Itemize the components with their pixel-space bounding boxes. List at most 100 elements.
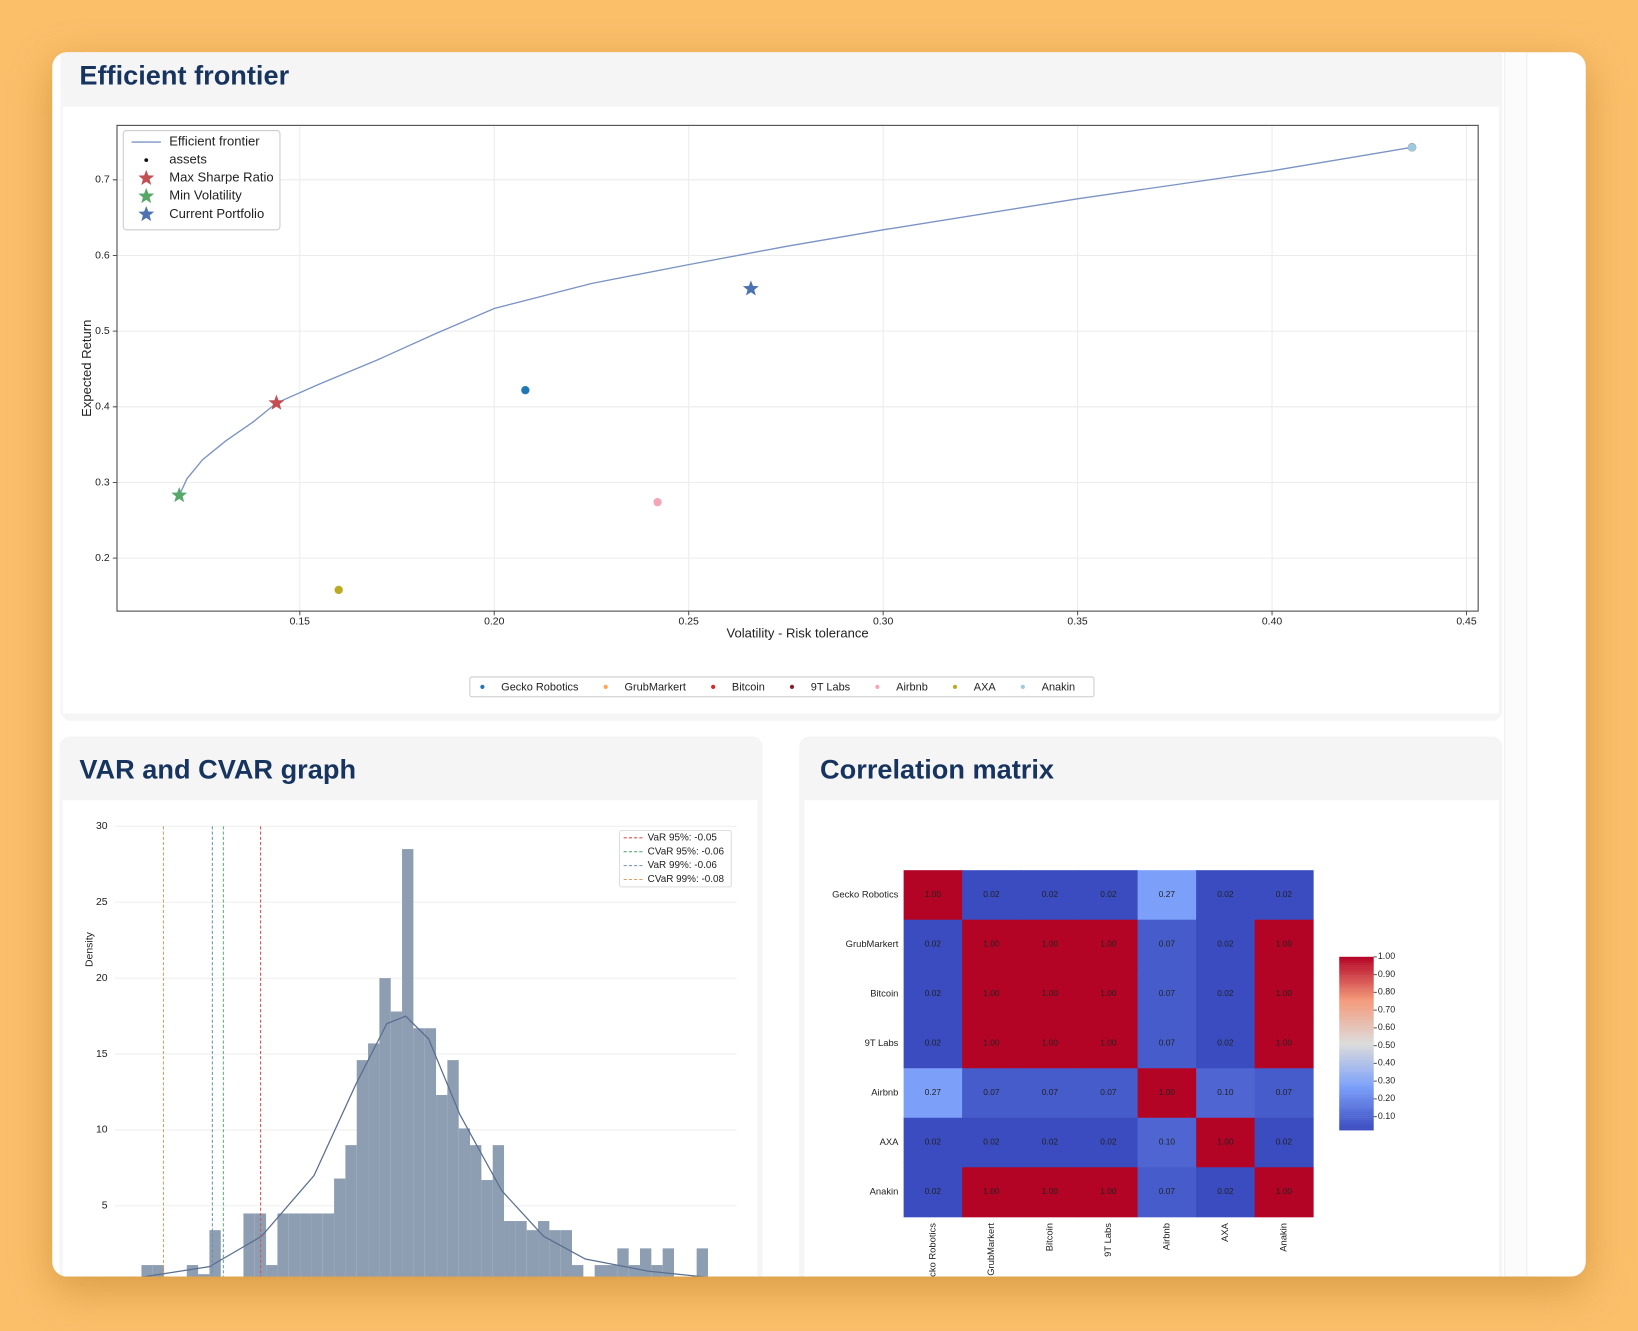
colorbar-step (1339, 967, 1374, 970)
colorbar-step (1339, 1073, 1374, 1077)
colorbar-step (1339, 1036, 1374, 1039)
heatmap-cell (1020, 919, 1080, 970)
heatmap-cell (1137, 1117, 1197, 1168)
cell-label: 0.07 (1159, 1038, 1176, 1048)
heatmap-cell (962, 969, 1022, 1020)
histogram-bar (617, 1248, 629, 1277)
cell-label: 1.00 (1100, 1038, 1117, 1048)
histogram-bar (549, 1230, 561, 1277)
colorbar-step (1339, 1057, 1374, 1060)
colorbar-step (1339, 994, 1374, 997)
heatmap-cell (1254, 919, 1314, 970)
histogram-bar (141, 1265, 153, 1277)
panel-title: VAR and CVAR graph (79, 753, 357, 785)
x-tick-label: 0.45 (1456, 616, 1477, 627)
cell-label: 1.00 (1217, 1137, 1234, 1147)
chart-layer: 0.15 0.20 0.25 0.30 0.35 0.40 0.45 0.2 0.3 0.4 0.5… (79, 124, 1479, 1277)
legend-label: Gecko Robotics (501, 681, 579, 693)
portfolio-star (268, 394, 285, 410)
colorbar-step (1339, 1103, 1374, 1106)
histogram-bar (504, 1221, 516, 1277)
x-tick-label: 0.15 (290, 616, 311, 627)
colorbar-step (1339, 1096, 1374, 1100)
asset-point (334, 585, 343, 595)
histogram-bar (481, 1180, 493, 1277)
y-axis-label: Density (85, 931, 96, 967)
heatmap-cell (1196, 1167, 1256, 1218)
y-tick-label: 0.6 (95, 250, 110, 261)
x-tick-label: 0.35 (1067, 616, 1088, 627)
colorbar-step (1339, 1082, 1374, 1085)
legend-label: 9T Labs (811, 681, 851, 693)
cell-label: 1.00 (1042, 1186, 1059, 1196)
cell-label: 0.02 (1100, 889, 1117, 899)
cell-label: 1.00 (1042, 988, 1059, 998)
legend-swatch (603, 684, 608, 689)
colorbar-step (1339, 1002, 1374, 1006)
colorbar-step (1339, 1059, 1374, 1062)
row-label: GrubMarkert (846, 938, 899, 949)
heatmap-cell (1254, 870, 1314, 921)
cell-label: 0.02 (1217, 889, 1234, 899)
cell-label: 1.00 (983, 939, 1000, 949)
y-tick-label: 25 (96, 897, 108, 908)
colorbar-step (1339, 1040, 1374, 1043)
heatmap-cell (903, 1167, 963, 1218)
histogram-bar (515, 1221, 527, 1277)
cell-label: 0.02 (1217, 1186, 1234, 1196)
colorbar-step (1339, 971, 1374, 974)
column-label: GrubMarkert (985, 1223, 996, 1276)
histogram-bar (402, 849, 414, 1277)
histogram-bar (560, 1230, 573, 1277)
legend-label: Airbnb (896, 681, 928, 693)
colorbar-step (1339, 979, 1374, 983)
heatmap-cell (1079, 1018, 1139, 1069)
portfolio-star (742, 280, 759, 296)
colorbar-step (1339, 1067, 1374, 1070)
y-tick-label: 0.5 (95, 326, 110, 337)
row-label: Bitcoin (870, 987, 898, 998)
histogram-bar (424, 1028, 437, 1277)
cell-label: 0.07 (1159, 1186, 1176, 1196)
colorbar-step (1339, 1065, 1374, 1068)
histogram-bar (594, 1265, 607, 1277)
colorbar-step (1339, 958, 1374, 962)
y-tick-label: 20 (96, 973, 108, 984)
heatmap-cell (1020, 1068, 1080, 1119)
heatmap-cell (1137, 919, 1197, 970)
histogram-bar (311, 1213, 323, 1277)
legend-box (469, 676, 1095, 698)
histogram-bar (538, 1221, 550, 1277)
colorbar-step (1339, 1063, 1374, 1066)
legend-swatch (144, 158, 149, 163)
plot-frame (116, 124, 1479, 612)
colorbar-label: 0.70 (1378, 1004, 1395, 1014)
colorbar-step (1339, 1071, 1374, 1074)
colorbar-label: 0.60 (1378, 1022, 1395, 1032)
heatmap-cell (903, 919, 963, 970)
cell-label: 1.00 (983, 988, 1000, 998)
colorbar-step (1339, 1111, 1374, 1114)
heatmap-cell (1254, 1018, 1314, 1069)
heatmap-cell (1254, 1167, 1314, 1218)
colorbar-label: 1.00 (1378, 951, 1395, 961)
colorbar-step (1339, 1000, 1374, 1003)
cell-label: 1.00 (1276, 1186, 1293, 1196)
legend-label: CVaR 99%: -0.08 (648, 874, 725, 885)
cell-label: 0.02 (1276, 889, 1293, 899)
heatmap-cell (1137, 1068, 1197, 1119)
legend-box (122, 130, 281, 231)
colorbar-step (1339, 1004, 1374, 1008)
colorbar-step (1339, 1006, 1374, 1010)
heatmap-cell (962, 1068, 1022, 1119)
row-label: Gecko Robotics (832, 888, 899, 899)
heatmap-cell (1137, 1018, 1197, 1069)
row-label: AXA (880, 1136, 900, 1147)
cell-label: 0.02 (925, 939, 942, 949)
heatmap-cell (1020, 1167, 1080, 1218)
column-label: AXA (1219, 1222, 1230, 1242)
colorbar-step (1339, 1107, 1374, 1110)
column-label: 9T Labs (1102, 1223, 1113, 1257)
colorbar-step (1339, 988, 1374, 991)
